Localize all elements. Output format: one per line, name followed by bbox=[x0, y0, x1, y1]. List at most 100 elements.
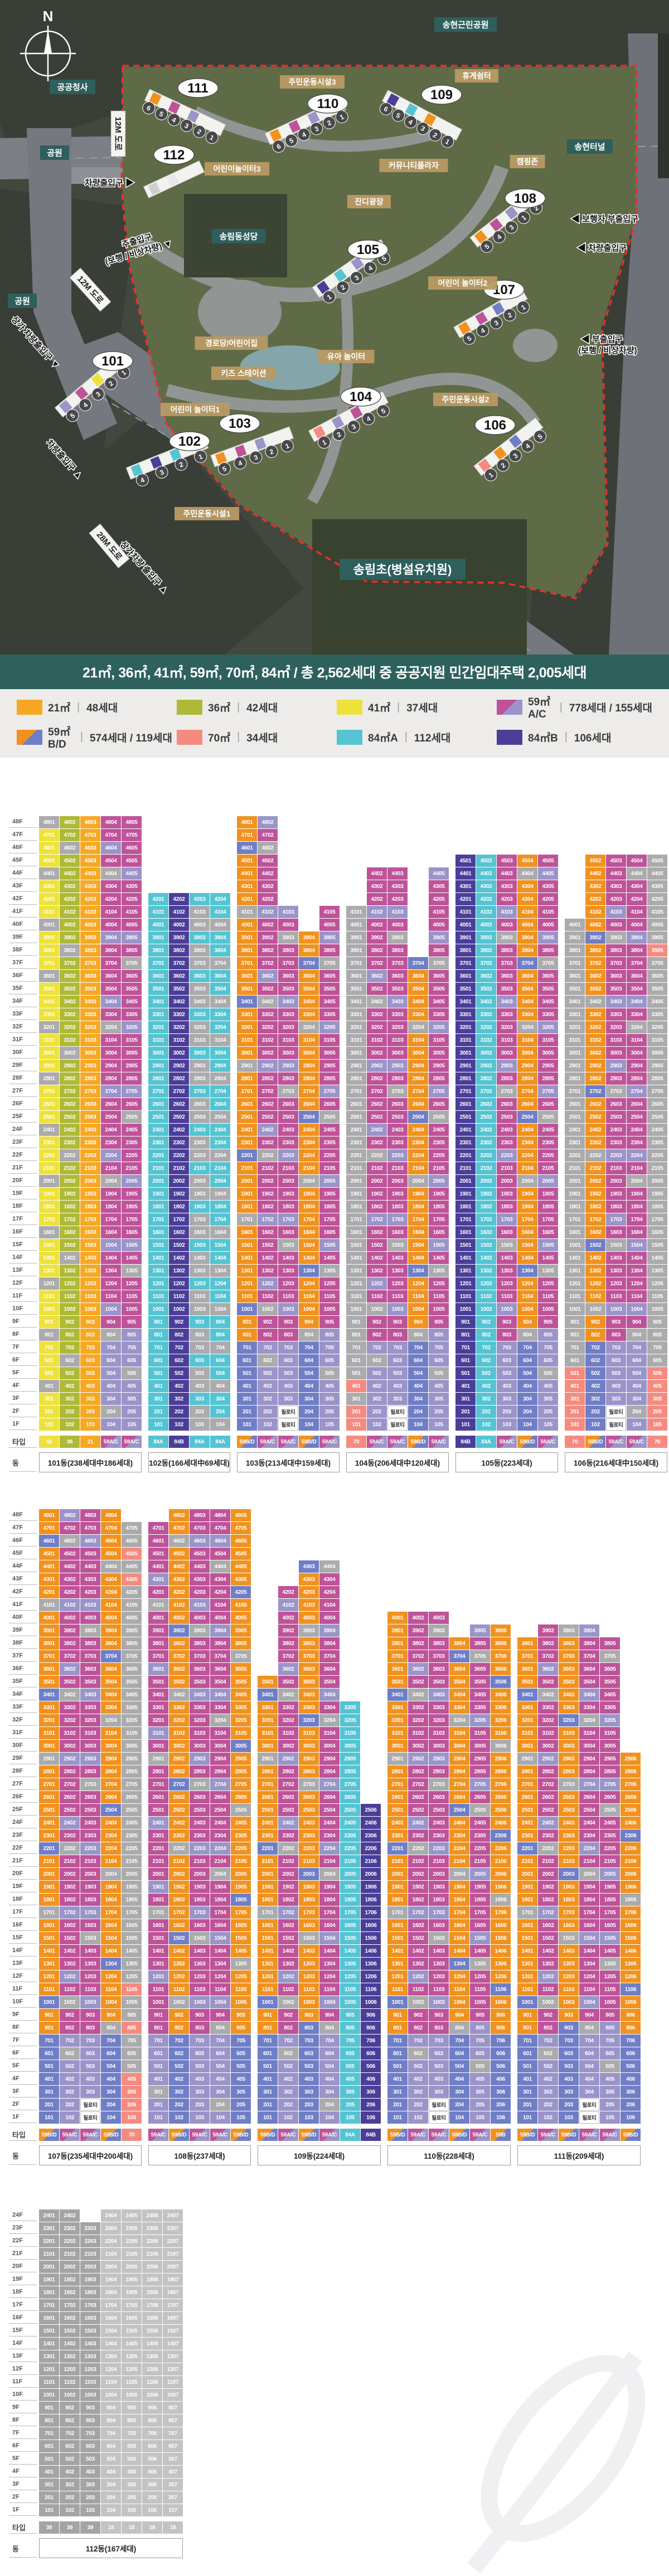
unit-cell: 2802 bbox=[367, 1072, 387, 1085]
unit-cell: 1401 bbox=[387, 1945, 408, 1957]
unit-cell: 2305 bbox=[122, 2222, 142, 2235]
unit-cell: 702 bbox=[367, 1341, 387, 1354]
unit-cell: 604 bbox=[449, 2047, 469, 2060]
core-number-icon bbox=[322, 116, 336, 129]
legend-item: 41㎡ | 37세대 bbox=[337, 700, 492, 715]
unit-cell: 1606 bbox=[620, 1919, 641, 1931]
unit-cell: 4401 bbox=[39, 867, 59, 880]
unit-cell: 901 bbox=[346, 1316, 366, 1328]
floor-row: 1601 1602 1603 1604 1605 bbox=[237, 1226, 340, 1238]
unit-cell: 1904 bbox=[210, 1881, 230, 1893]
core-number-icon bbox=[142, 101, 156, 115]
core-number-icon bbox=[347, 420, 360, 433]
unit-cell: 1506 bbox=[491, 1932, 511, 1944]
unit-cell: 4004 bbox=[210, 919, 230, 931]
unit-cell: 1106 bbox=[142, 2376, 162, 2388]
unit-cell: 902 bbox=[60, 1316, 80, 1328]
unit-cell: 1702 bbox=[60, 2299, 80, 2311]
unit-cell: 1903 bbox=[278, 1188, 298, 1200]
unit-cell: 404 bbox=[579, 2073, 599, 2085]
unit-cell: 406 bbox=[620, 2073, 641, 2085]
legend-divider: | bbox=[559, 701, 563, 713]
unit-cell: 3101 bbox=[237, 1034, 257, 1046]
unit-cell: 3602 bbox=[169, 970, 189, 982]
unit-cell: 4804 bbox=[210, 1509, 230, 1521]
unit-cell: 2702 bbox=[278, 1778, 298, 1790]
type-cell: 59A/C bbox=[60, 2129, 80, 2141]
floor-axis-label: 31F bbox=[9, 1726, 37, 1739]
floor-row bbox=[148, 816, 230, 828]
unit-cell: 4203 bbox=[80, 893, 100, 905]
unit-cell: 704 bbox=[408, 1341, 428, 1354]
floor-row: 3401 3402 3403 3404 3405 bbox=[346, 996, 449, 1008]
unit-cell: 1504 bbox=[210, 1239, 230, 1251]
unit-cell: 4303 bbox=[299, 1573, 319, 1585]
floor-row: 1401 1402 1403 1404 1405 bbox=[565, 1252, 667, 1264]
unit-cell: 1706 bbox=[491, 1906, 511, 1919]
floor-row: 3701 3702 3703 3704 3705 bbox=[455, 957, 558, 969]
unit-cell: 3005 bbox=[538, 1047, 558, 1059]
unit-cell: 1304 bbox=[319, 1958, 340, 1970]
unit-cell: 2603 bbox=[387, 1098, 408, 1110]
core-number-icon bbox=[193, 125, 206, 138]
floor-row: 2401 2402 2403 2404 2405 bbox=[346, 1124, 449, 1136]
unit-cell: 605 bbox=[647, 1354, 667, 1367]
unit-cell: 2805 bbox=[647, 1072, 667, 1085]
unit-cell: 1204 bbox=[101, 1970, 121, 1983]
unit-cell: 3101 bbox=[565, 1034, 585, 1046]
unit-cell: 1602 bbox=[60, 1919, 80, 1931]
unit-cell: 2405 bbox=[429, 1124, 449, 1136]
unit-cell: 3502 bbox=[585, 983, 605, 995]
building-id-badge: 109 bbox=[421, 85, 462, 105]
unit-cell: 3802 bbox=[169, 1637, 189, 1650]
unit-cell: 2504 bbox=[299, 1111, 319, 1123]
unit-cell: 604 bbox=[210, 2047, 230, 2060]
unit-cell: 1005 bbox=[340, 1996, 360, 2008]
unit-cell: 2605 bbox=[319, 1098, 340, 1110]
unit-cell: 2502 bbox=[476, 1111, 496, 1123]
unit-cell: 2201 bbox=[148, 1842, 168, 1855]
unit-cell: 2902 bbox=[538, 1753, 558, 1765]
unit-cell: 3804 bbox=[319, 1637, 340, 1650]
unit-cell: 1001 bbox=[237, 1303, 257, 1315]
unit-cell: 2504 bbox=[408, 1111, 428, 1123]
unit-cell: 405 bbox=[538, 1380, 558, 1392]
unit-cell: 902 bbox=[408, 2009, 428, 2021]
unit-cell: 2204 bbox=[210, 1842, 230, 1855]
type-cell: 84A bbox=[340, 2129, 360, 2141]
unit-cell: 504 bbox=[101, 1367, 121, 1379]
floor-axis-label: 27F bbox=[9, 1085, 37, 1097]
unit-cell: 302 bbox=[60, 1393, 80, 1405]
unit-cell: 3204 bbox=[579, 1714, 599, 1726]
unit-cell: 904 bbox=[210, 1316, 230, 1328]
unit-cell: 3402 bbox=[169, 996, 189, 1008]
floor-axis-label: 25F bbox=[9, 1110, 37, 1123]
unit-cell: 1904 bbox=[627, 1188, 647, 1200]
floor-row: 1401 1402 1403 1404 1405 bbox=[148, 1945, 251, 1957]
unit-cell: 1601 bbox=[346, 1226, 366, 1238]
floor-row bbox=[148, 867, 230, 880]
unit-cell: 3902 bbox=[538, 1624, 558, 1637]
floor-row: 2401 2402 2403 2404 2405 bbox=[455, 1124, 558, 1136]
unit-cell: 105 bbox=[600, 2111, 620, 2124]
unit-cell: 706 bbox=[491, 2035, 511, 2047]
floor-row: 601 602 603 604 605 606 bbox=[517, 2047, 641, 2060]
unit-cell: 3703 bbox=[429, 1650, 449, 1662]
unit-cell: 305 bbox=[429, 1393, 449, 1405]
unit-cell: 3902 bbox=[60, 931, 80, 944]
unit-cell: 2505 bbox=[600, 1804, 620, 1816]
unit-cell: 2205 bbox=[647, 1149, 667, 1162]
building-segment bbox=[169, 448, 182, 461]
unit-cell: 703 bbox=[80, 2427, 100, 2440]
unit-cell: 1901 bbox=[455, 1188, 476, 1200]
floor-row: 3001 3002 3003 3004 3005 bbox=[455, 1047, 558, 1059]
unit-cell: 206 bbox=[361, 2099, 381, 2111]
unit-cell: 1301 bbox=[346, 1265, 366, 1277]
legend-label: 84㎡B bbox=[528, 732, 558, 744]
unit-cell: 501 bbox=[39, 2453, 59, 2465]
unit-cell: 1205 bbox=[122, 1970, 142, 1983]
unit-cell: 2205 bbox=[600, 1842, 620, 1855]
unit-cell: 704 bbox=[210, 1341, 230, 1354]
unit-cell: 904 bbox=[210, 2009, 230, 2021]
unit-cell: 2701 bbox=[39, 1085, 59, 1097]
